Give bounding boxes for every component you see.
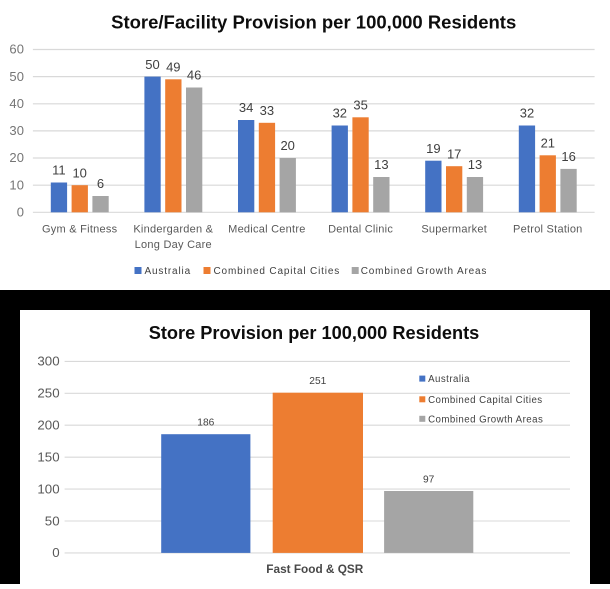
svg-text:Fast Food & QSR: Fast Food & QSR bbox=[266, 562, 363, 576]
svg-text:19: 19 bbox=[426, 141, 440, 156]
svg-text:100: 100 bbox=[37, 481, 59, 496]
svg-text:186: 186 bbox=[197, 418, 214, 429]
svg-text:Australia: Australia bbox=[145, 266, 191, 277]
svg-text:Store/Facility Provision per 1: Store/Facility Provision per 100,000 Res… bbox=[111, 11, 516, 32]
svg-text:Supermarket: Supermarket bbox=[421, 224, 487, 236]
svg-text:50: 50 bbox=[145, 57, 159, 72]
svg-text:35: 35 bbox=[353, 98, 367, 113]
svg-text:Combined Growth Areas: Combined Growth Areas bbox=[361, 266, 488, 277]
svg-text:46: 46 bbox=[187, 68, 201, 83]
svg-text:0: 0 bbox=[17, 205, 24, 220]
svg-text:33: 33 bbox=[260, 103, 274, 118]
svg-text:50: 50 bbox=[9, 69, 24, 84]
svg-text:50: 50 bbox=[45, 513, 60, 528]
svg-text:10: 10 bbox=[72, 165, 86, 180]
svg-text:6: 6 bbox=[97, 176, 104, 191]
svg-text:32: 32 bbox=[520, 106, 534, 121]
svg-text:251: 251 bbox=[309, 376, 326, 387]
svg-text:13: 13 bbox=[468, 157, 482, 172]
svg-text:40: 40 bbox=[9, 96, 24, 111]
svg-text:16: 16 bbox=[561, 149, 575, 164]
svg-text:250: 250 bbox=[37, 386, 59, 401]
svg-text:Combined Growth Areas: Combined Growth Areas bbox=[428, 414, 543, 425]
svg-text:Medical Centre: Medical Centre bbox=[228, 224, 305, 236]
svg-text:Kindergarden &: Kindergarden & bbox=[133, 224, 213, 236]
svg-text:Gym & Fitness: Gym & Fitness bbox=[42, 224, 118, 236]
svg-text:Combined Capital Cities: Combined Capital Cities bbox=[428, 395, 542, 406]
svg-text:0: 0 bbox=[52, 545, 59, 560]
svg-text:32: 32 bbox=[333, 106, 347, 121]
svg-text:Combined Capital Cities: Combined Capital Cities bbox=[214, 266, 341, 277]
svg-text:11: 11 bbox=[52, 163, 66, 178]
svg-text:49: 49 bbox=[166, 60, 180, 75]
svg-text:Dental Clinic: Dental Clinic bbox=[328, 224, 393, 236]
svg-text:10: 10 bbox=[9, 177, 24, 192]
svg-text:150: 150 bbox=[37, 450, 59, 465]
svg-text:20: 20 bbox=[280, 138, 294, 153]
svg-text:Long Day Care: Long Day Care bbox=[135, 239, 212, 251]
svg-text:Australia: Australia bbox=[428, 374, 470, 385]
svg-text:Petrol Station: Petrol Station bbox=[513, 224, 583, 236]
svg-text:34: 34 bbox=[239, 100, 253, 115]
svg-text:Store Provision per 100,000 Re: Store Provision per 100,000 Residents bbox=[149, 323, 480, 343]
svg-text:300: 300 bbox=[37, 354, 59, 369]
svg-text:17: 17 bbox=[447, 146, 461, 161]
svg-text:97: 97 bbox=[423, 475, 435, 486]
svg-text:21: 21 bbox=[541, 136, 555, 151]
svg-text:13: 13 bbox=[374, 157, 388, 172]
svg-text:200: 200 bbox=[37, 418, 59, 433]
svg-text:30: 30 bbox=[9, 123, 24, 138]
svg-text:60: 60 bbox=[9, 42, 24, 57]
svg-text:20: 20 bbox=[9, 150, 24, 165]
